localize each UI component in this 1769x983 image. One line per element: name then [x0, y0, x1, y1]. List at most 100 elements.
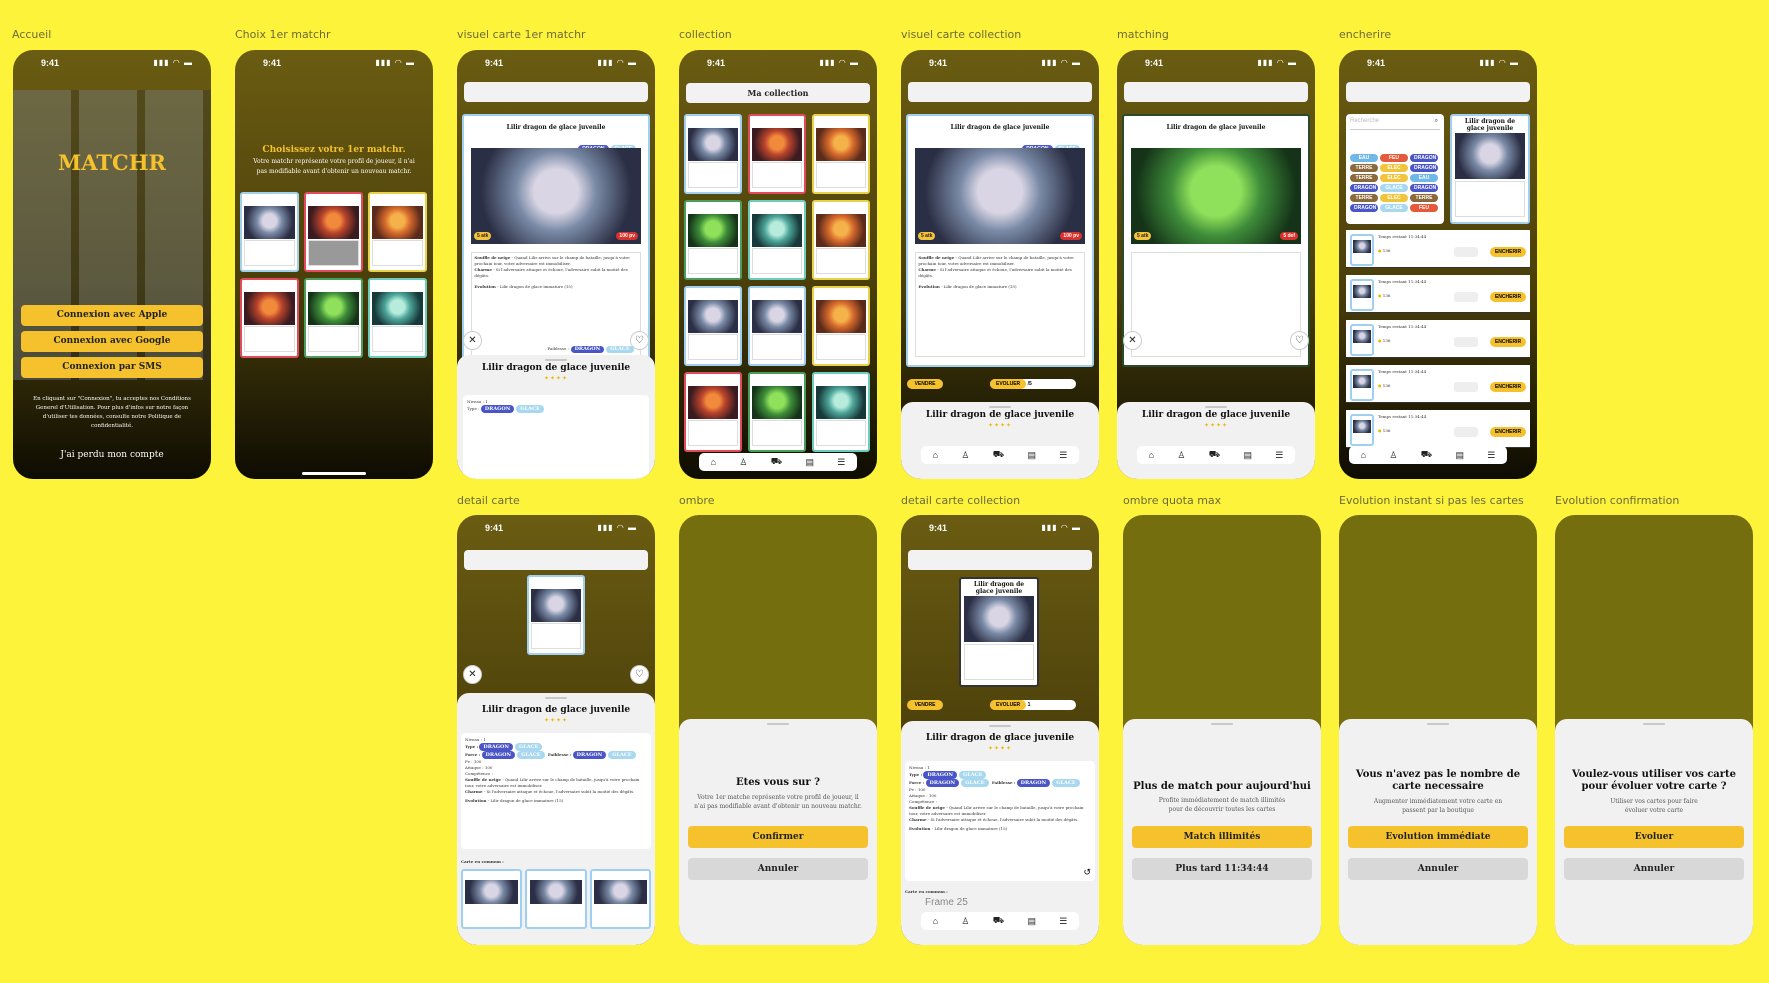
cart-icon[interactable]: ⛟ [992, 915, 1005, 925]
menu-icon[interactable]: ☰ [837, 456, 846, 467]
google-login-button[interactable]: Connexion avec Google [21, 331, 203, 352]
type-filter-pill[interactable]: DRAGON [1350, 184, 1378, 192]
bid-button[interactable]: ENCHERIR [1490, 382, 1526, 392]
cart-icon[interactable]: ⛟ [1420, 449, 1433, 459]
cart-icon[interactable]: ⛟ [1208, 449, 1221, 459]
collection-card[interactable] [684, 114, 742, 194]
type-filter-pill[interactable]: FEU [1380, 154, 1408, 162]
vendre-button[interactable]: VENDRE [907, 700, 943, 710]
type-filter-pill[interactable]: GLACE [1380, 184, 1408, 192]
choice-card-3[interactable] [368, 192, 427, 272]
collection-icon[interactable]: ▤ [805, 456, 814, 467]
cancel-button[interactable]: Annuler [1348, 858, 1528, 880]
profile-icon[interactable]: ♙ [1177, 449, 1186, 460]
common-card[interactable] [589, 869, 651, 929]
choice-card-6[interactable] [368, 278, 427, 358]
lost-account-link[interactable]: J'ai perdu mon compte [60, 450, 164, 460]
type-filter-pill[interactable]: TERRE [1350, 174, 1378, 182]
menu-icon[interactable]: ☰ [1059, 915, 1068, 926]
choice-card-5[interactable] [304, 278, 363, 358]
reject-button[interactable]: ✕ [1123, 331, 1142, 350]
auction-card-thumb[interactable] [1350, 369, 1374, 401]
collection-icon[interactable]: ▤ [1455, 449, 1464, 460]
collection-card[interactable] [748, 200, 806, 280]
menu-icon[interactable]: ☰ [1275, 449, 1284, 460]
collection-card[interactable] [684, 200, 742, 280]
unlimited-match-button[interactable]: Match illimités [1132, 826, 1312, 848]
home-icon[interactable]: ⌂ [710, 457, 717, 467]
type-filter-pill[interactable]: TERRE [1350, 194, 1378, 202]
evolve-button[interactable]: Evoluer [1564, 826, 1744, 848]
like-button[interactable]: ♡ [630, 665, 649, 684]
auction-card-thumb[interactable] [1350, 324, 1374, 356]
cancel-button[interactable]: Annuler [1564, 858, 1744, 880]
collection-card[interactable] [684, 286, 742, 366]
type-filter-pill[interactable]: DRAGON [1410, 154, 1438, 162]
collection-icon[interactable]: ▤ [1243, 449, 1252, 460]
vendre-button[interactable]: VENDRE [907, 379, 943, 389]
collection-card[interactable] [684, 372, 742, 452]
bid-input[interactable] [1454, 292, 1478, 302]
cart-icon[interactable]: ⛟ [770, 456, 783, 466]
type-filter-pill[interactable]: ELEC [1380, 174, 1408, 182]
bid-input[interactable] [1454, 247, 1478, 257]
later-button[interactable]: Plus tard 11:34:44 [1132, 858, 1312, 880]
type-filter-pill[interactable]: ELEC [1380, 164, 1408, 172]
bid-input[interactable] [1454, 382, 1478, 392]
reject-button[interactable]: ✕ [463, 665, 482, 684]
collection-card[interactable] [748, 286, 806, 366]
auction-card-thumb[interactable] [1350, 414, 1374, 446]
undo-icon[interactable]: ↺ [1083, 867, 1091, 877]
evoluer-button[interactable]: EVOLUER 1 [990, 700, 1076, 710]
cancel-button[interactable]: Annuler [688, 858, 868, 880]
cart-icon[interactable]: ⛟ [992, 449, 1005, 459]
type-filter-pill[interactable]: DRAGON [1410, 164, 1438, 172]
search-input[interactable]: Recherche ⌕ [1350, 118, 1440, 130]
common-card[interactable] [461, 869, 523, 929]
bid-button[interactable]: ENCHERIR [1490, 292, 1526, 302]
type-filter-pill[interactable]: DRAGON [1350, 204, 1378, 212]
collection-card[interactable] [748, 372, 806, 452]
apple-login-button[interactable]: Connexion avec Apple [21, 305, 203, 326]
profile-icon[interactable]: ♙ [1389, 449, 1398, 460]
type-filter-pill[interactable]: EAU [1350, 154, 1378, 162]
collection-card[interactable] [748, 114, 806, 194]
auction-card-thumb[interactable] [1350, 234, 1374, 266]
home-icon[interactable]: ⌂ [1148, 450, 1155, 460]
type-filter-pill[interactable]: GLACE [1380, 204, 1408, 212]
collection-card[interactable] [812, 200, 870, 280]
reject-button[interactable]: ✕ [463, 331, 482, 350]
choice-card-2[interactable] [304, 192, 363, 272]
collection-icon[interactable]: ▤ [1027, 449, 1036, 460]
collection-card[interactable] [812, 114, 870, 194]
collection-icon[interactable]: ▤ [1027, 915, 1036, 926]
choice-card-1[interactable] [240, 192, 299, 272]
auction-card-thumb[interactable] [1350, 279, 1374, 311]
menu-icon[interactable]: ☰ [1487, 449, 1496, 460]
profile-icon[interactable]: ♙ [739, 456, 748, 467]
type-filter-pill[interactable]: TERRE [1410, 194, 1438, 202]
type-filter-pill[interactable]: EAU [1410, 174, 1438, 182]
bid-input[interactable] [1454, 427, 1478, 437]
type-filter-pill[interactable]: FEU [1410, 204, 1438, 212]
bid-button[interactable]: ENCHERIR [1490, 337, 1526, 347]
menu-icon[interactable]: ☰ [1059, 449, 1068, 460]
confirm-button[interactable]: Confirmer [688, 826, 868, 848]
home-icon[interactable]: ⌂ [932, 916, 939, 926]
home-icon[interactable]: ⌂ [1360, 450, 1367, 460]
bid-button[interactable]: ENCHERIR [1490, 247, 1526, 257]
bid-input[interactable] [1454, 337, 1478, 347]
like-button[interactable]: ♡ [1290, 331, 1309, 350]
profile-icon[interactable]: ♙ [961, 449, 970, 460]
collection-card[interactable] [812, 372, 870, 452]
like-button[interactable]: ♡ [630, 331, 649, 350]
choice-card-4[interactable] [240, 278, 299, 358]
sms-login-button[interactable]: Connexion par SMS [21, 357, 203, 378]
type-filter-pill[interactable]: ELEC [1380, 194, 1408, 202]
collection-card[interactable] [812, 286, 870, 366]
profile-icon[interactable]: ♙ [961, 915, 970, 926]
bid-button[interactable]: ENCHERIR [1490, 427, 1526, 437]
evoluer-button[interactable]: EVOLUER /5 [990, 379, 1076, 389]
home-icon[interactable]: ⌂ [932, 450, 939, 460]
type-filter-pill[interactable]: TERRE [1350, 164, 1378, 172]
